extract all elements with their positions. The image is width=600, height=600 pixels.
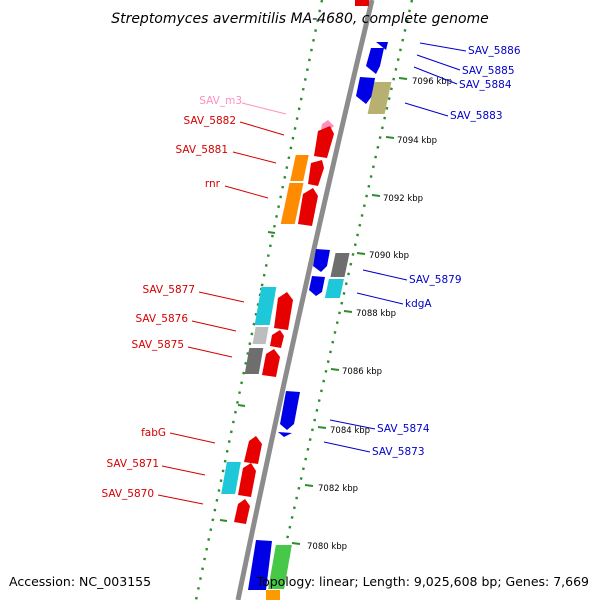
gene-arrow[interactable] <box>274 292 293 330</box>
gene-arrow[interactable] <box>248 540 272 590</box>
scale-tick <box>291 542 301 545</box>
genome-backbone <box>235 0 375 600</box>
page-title: Streptomyces avermitilis MA-4680, comple… <box>111 11 489 27</box>
gene-label[interactable]: SAV_m3 <box>199 95 242 107</box>
gene-box[interactable] <box>290 155 309 181</box>
gene-arrow[interactable] <box>270 330 284 348</box>
scale-label: 7082 kbp <box>318 484 358 494</box>
scale-tick <box>385 136 395 139</box>
gene-label[interactable]: SAV_5886 <box>468 45 521 57</box>
scale-label: 7088 kbp <box>356 309 396 319</box>
gene-label[interactable]: kdgA <box>405 298 432 310</box>
scale-tick <box>317 426 327 429</box>
gene-arrow[interactable] <box>238 463 256 497</box>
gene-arrow[interactable] <box>308 160 324 186</box>
gene-label[interactable]: SAV_5885 <box>462 65 515 77</box>
gene-label[interactable]: SAV_5877 <box>142 284 195 296</box>
gene-box[interactable] <box>324 279 344 298</box>
gene-box[interactable] <box>367 82 392 114</box>
gene-arrow[interactable] <box>280 391 300 430</box>
gene-box[interactable] <box>254 287 277 325</box>
right-strand-genes <box>248 42 392 600</box>
scale-label: 7084 kbp <box>330 426 370 436</box>
gene-label[interactable]: SAV_5881 <box>175 144 228 156</box>
scale-label: 7096 kbp <box>412 77 452 87</box>
gene-arrow[interactable] <box>234 499 250 524</box>
scale-label: 7092 kbp <box>383 194 423 204</box>
scale-label: 7090 kbp <box>369 251 409 261</box>
gene-label[interactable]: fabG <box>141 427 166 439</box>
gene-label[interactable]: SAV_5873 <box>372 446 425 458</box>
label-leader-lines <box>157 42 467 505</box>
topology-text: Topology: linear; Length: 9,025,608 bp; … <box>256 574 589 589</box>
scale-label: 7094 kbp <box>397 136 437 146</box>
gene-box[interactable] <box>330 253 350 277</box>
left-gene-labels: SAV_m3 SAV_5882 SAV_5881 rnr SAV_5877 SA… <box>101 95 242 500</box>
gene-label[interactable]: SAV_5875 <box>131 339 184 351</box>
gene-arrow[interactable] <box>262 349 280 377</box>
left-strand-genes <box>221 0 369 524</box>
right-track-guide <box>271 0 414 600</box>
left-track-guide <box>194 0 324 600</box>
gene-arrow[interactable] <box>278 432 292 437</box>
scale-tick <box>356 252 366 255</box>
gene-box[interactable] <box>252 327 269 344</box>
scale-tick <box>398 77 408 80</box>
gene-arrow[interactable] <box>366 48 384 74</box>
gene-arrow[interactable] <box>376 42 388 50</box>
gene-label[interactable]: SAV_5870 <box>101 488 154 500</box>
gene-label[interactable]: SAV_5883 <box>450 110 503 122</box>
scale-ticks: 7096 kbp 7094 kbp 7092 kbp 7090 kbp 7088… <box>291 77 452 552</box>
gene-box[interactable] <box>268 545 292 589</box>
gene-box[interactable] <box>244 348 264 374</box>
gene-arrow[interactable] <box>309 276 325 296</box>
scale-tick <box>304 484 314 487</box>
scale-label: 7086 kbp <box>342 367 382 377</box>
gene-box[interactable] <box>355 0 369 6</box>
gene-arrow[interactable] <box>244 436 262 464</box>
scale-tick <box>330 368 340 371</box>
gene-label[interactable]: SAV_5876 <box>135 313 188 325</box>
scale-tick <box>371 194 381 197</box>
gene-label[interactable]: SAV_5874 <box>377 423 430 435</box>
accession-text: Accession: NC_003155 <box>9 574 151 589</box>
gene-box[interactable] <box>280 183 304 224</box>
gene-label[interactable]: SAV_5884 <box>459 79 512 91</box>
gene-arrow[interactable] <box>356 77 375 104</box>
right-gene-labels: SAV_5886 SAV_5885 SAV_5884 SAV_5883 SAV_… <box>372 45 521 458</box>
gene-arrow[interactable] <box>314 126 334 158</box>
gene-box[interactable] <box>266 590 280 600</box>
gene-label[interactable]: SAV_5871 <box>106 458 159 470</box>
gene-label[interactable]: rnr <box>205 178 221 190</box>
gene-arrow[interactable] <box>313 249 330 272</box>
scale-label: 7080 kbp <box>307 542 347 552</box>
scale-tick <box>343 310 353 313</box>
gene-label[interactable]: SAV_5879 <box>409 274 462 286</box>
gene-box[interactable] <box>221 462 241 494</box>
gene-arrow[interactable] <box>298 188 318 226</box>
gene-label[interactable]: SAV_5882 <box>183 115 236 127</box>
